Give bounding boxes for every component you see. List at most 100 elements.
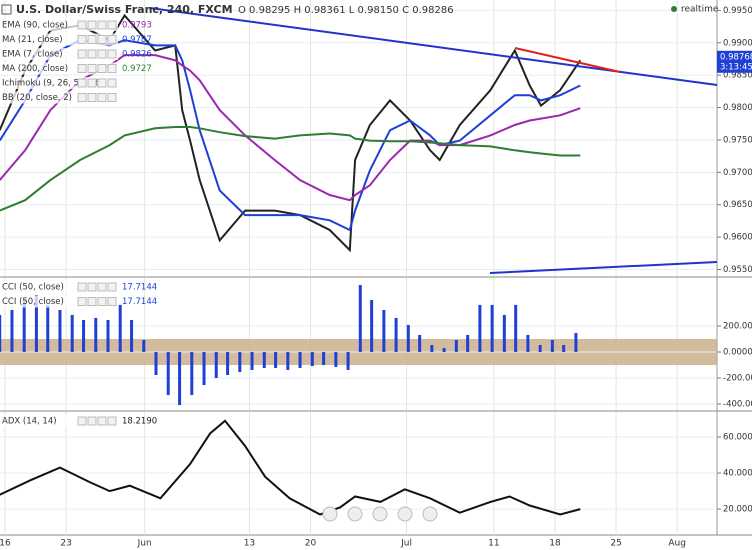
bar <box>262 351 266 368</box>
x-tick-label: 16 <box>0 539 11 549</box>
bar <box>538 344 542 352</box>
y-tick-label: -200.000 <box>723 374 752 384</box>
legend-button[interactable] <box>77 35 87 44</box>
legend-button[interactable] <box>97 282 107 292</box>
legend-button[interactable] <box>87 416 97 426</box>
legend-button[interactable] <box>97 35 107 44</box>
legend-name: ADX (14, 14) <box>2 417 57 427</box>
bar <box>430 344 434 352</box>
legend-button[interactable] <box>107 78 117 88</box>
zoom-button[interactable] <box>322 506 338 522</box>
x-tick-label: 13 <box>244 539 255 549</box>
x-tick-label: 18 <box>549 539 561 549</box>
bar <box>202 351 206 386</box>
legend-button[interactable] <box>77 282 87 292</box>
legend-button[interactable] <box>97 49 107 59</box>
zoom-button[interactable] <box>347 506 363 522</box>
bar <box>82 320 86 352</box>
y-tick-label: 40.0000 <box>723 469 752 479</box>
legend-name: EMA (7, close) <box>2 50 63 60</box>
legend-button[interactable] <box>97 78 107 88</box>
x-tick-label: 11 <box>488 539 499 549</box>
legend-button[interactable] <box>97 20 107 30</box>
legend-button[interactable] <box>107 49 117 59</box>
bar <box>166 351 170 396</box>
x-tick-label: 23 <box>60 539 71 549</box>
legend-button[interactable] <box>77 20 87 30</box>
series-line <box>0 13 582 253</box>
legend-name: EMA (90, close) <box>2 21 68 31</box>
reset-button[interactable] <box>372 506 388 522</box>
bar <box>502 314 506 352</box>
bar <box>574 333 578 352</box>
legend-button[interactable] <box>107 93 117 102</box>
legend-button[interactable] <box>97 64 107 73</box>
bar <box>454 340 458 352</box>
legend-button[interactable] <box>77 93 87 102</box>
legend-value: 18.2190 <box>122 417 157 427</box>
legend-button[interactable] <box>87 49 97 59</box>
bar <box>562 344 566 352</box>
bar <box>58 309 62 352</box>
legend-button[interactable] <box>77 49 87 59</box>
x-tick-label: Jul <box>400 539 412 549</box>
legend-button[interactable] <box>87 297 97 306</box>
bar <box>178 351 182 406</box>
last-price-label: 0.98768 <box>720 52 752 62</box>
bar <box>0 314 2 352</box>
y-tick-label: 0.99500 <box>723 6 752 16</box>
collapse-button[interactable] <box>1 4 12 15</box>
x-tick-label: Aug <box>668 539 686 549</box>
chart-title: U.S. Dollar/Swiss Franc, 240, FXCM <box>16 3 233 16</box>
legend-button[interactable] <box>107 297 117 306</box>
bar <box>130 320 134 352</box>
scroll-button[interactable] <box>397 506 413 522</box>
legend-button[interactable] <box>107 64 117 73</box>
legend-button[interactable] <box>107 20 117 30</box>
legend-button[interactable] <box>87 35 97 44</box>
scroll-button[interactable] <box>422 506 438 522</box>
legend-button[interactable] <box>97 93 107 102</box>
last-price-tag <box>717 50 752 73</box>
legend-name: MA (200, close) <box>2 64 68 74</box>
trendline <box>489 261 718 274</box>
legend-button[interactable] <box>107 35 117 44</box>
status-dot <box>671 6 677 12</box>
legend-button[interactable] <box>97 297 107 306</box>
bar <box>142 340 146 352</box>
legend-button[interactable] <box>97 416 107 426</box>
bar <box>34 295 38 352</box>
legend-button[interactable] <box>87 20 97 30</box>
bar <box>274 351 278 368</box>
bar <box>10 309 14 352</box>
legend-button[interactable] <box>77 416 87 426</box>
bar <box>334 351 338 367</box>
legend-button[interactable] <box>87 64 97 73</box>
y-tick-label: 200.000 <box>723 321 752 331</box>
legend-button[interactable] <box>87 282 97 292</box>
y-tick-label: 20.0000 <box>723 505 752 515</box>
x-tick-label: Jun <box>137 539 152 549</box>
legend-button[interactable] <box>107 416 117 426</box>
legend-button[interactable] <box>77 297 87 306</box>
bar <box>442 347 446 352</box>
series-line <box>0 39 581 232</box>
bar <box>310 351 314 367</box>
legend-value: 17.7144 <box>122 297 157 307</box>
legend-button[interactable] <box>107 282 117 292</box>
legend-button[interactable] <box>87 78 97 88</box>
legend-name: CCI (50, close) <box>2 283 64 293</box>
legend-button[interactable] <box>77 64 87 73</box>
bar <box>382 309 386 352</box>
legend-button[interactable] <box>77 78 87 88</box>
legend-value: 0.9793 <box>122 21 152 31</box>
legend-button[interactable] <box>87 93 97 102</box>
